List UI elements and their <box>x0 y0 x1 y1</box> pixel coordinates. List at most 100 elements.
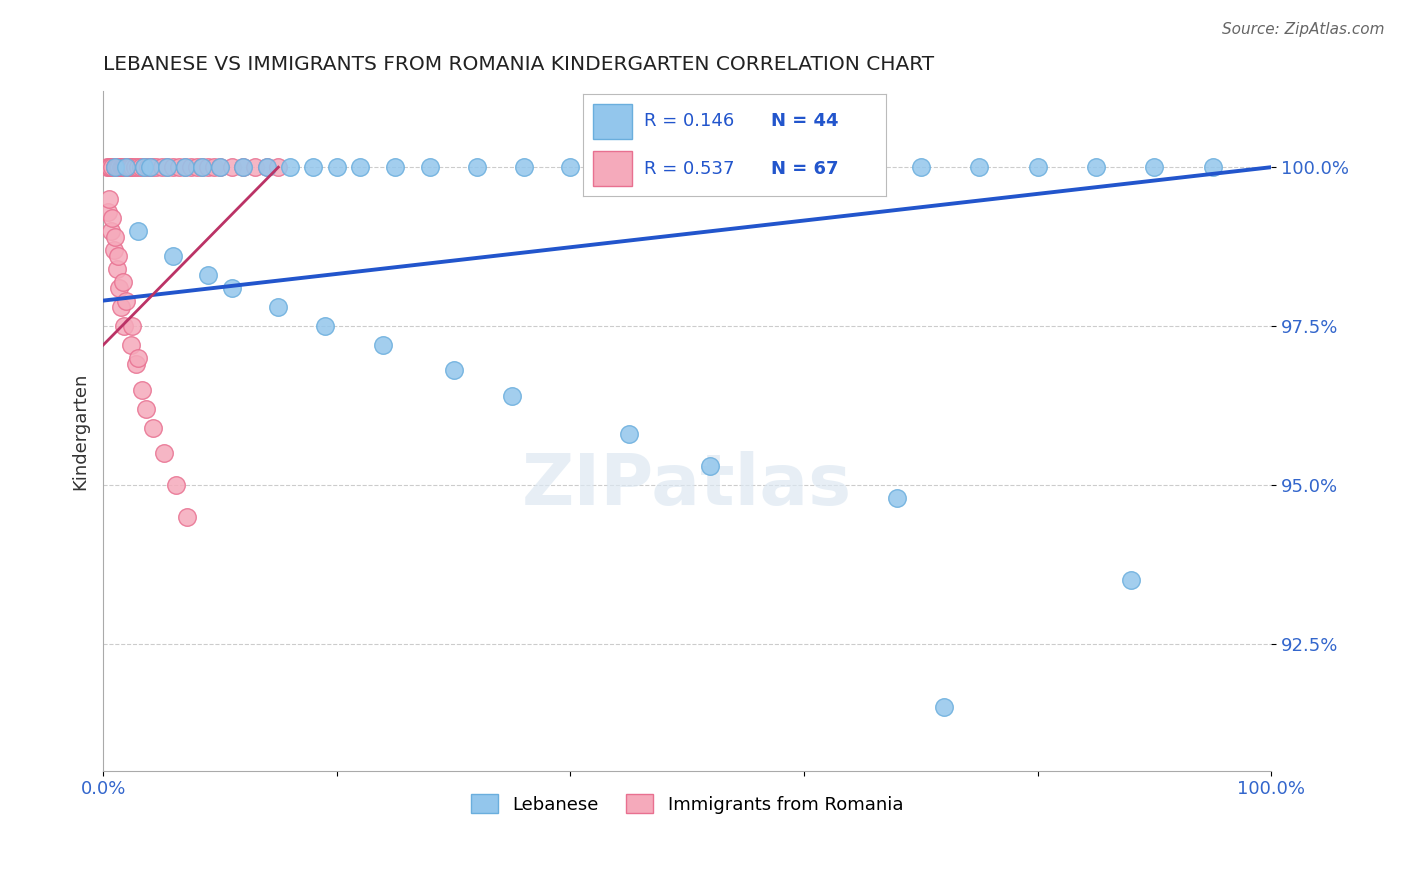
Point <box>141 160 163 174</box>
Point <box>243 160 266 174</box>
Point <box>156 160 179 174</box>
Point <box>197 268 219 283</box>
Point <box>202 160 225 174</box>
Point <box>256 160 278 174</box>
Point <box>100 224 122 238</box>
Point <box>118 160 141 174</box>
Bar <box>592 151 631 186</box>
Point <box>110 300 132 314</box>
Point <box>105 261 128 276</box>
Point <box>1143 160 1166 174</box>
Point <box>139 160 162 174</box>
Point <box>162 160 184 174</box>
Point <box>112 160 135 174</box>
Point <box>153 446 176 460</box>
Point <box>97 204 120 219</box>
Point <box>176 509 198 524</box>
Point <box>465 160 488 174</box>
Point <box>180 160 202 174</box>
Point <box>197 160 219 174</box>
Point <box>1202 160 1225 174</box>
Point <box>910 160 932 174</box>
Point <box>112 318 135 333</box>
Point <box>208 160 231 174</box>
Point <box>145 160 167 174</box>
Point <box>373 338 395 352</box>
Point <box>139 160 162 174</box>
Point <box>104 160 127 174</box>
Bar <box>592 104 631 139</box>
Point <box>108 160 131 174</box>
Point <box>117 160 139 174</box>
Point <box>121 318 143 333</box>
Point <box>108 281 131 295</box>
Point <box>104 160 127 174</box>
Point <box>501 389 523 403</box>
Point <box>135 401 157 416</box>
Point <box>221 160 243 174</box>
Text: Source: ZipAtlas.com: Source: ZipAtlas.com <box>1222 22 1385 37</box>
Point <box>101 160 124 174</box>
Point <box>302 160 325 174</box>
Point <box>208 160 231 174</box>
Point <box>107 160 129 174</box>
Point <box>125 357 148 371</box>
Point <box>111 275 134 289</box>
Point <box>162 249 184 263</box>
Point <box>267 160 290 174</box>
Point <box>131 383 153 397</box>
Point <box>793 160 815 174</box>
Legend: Lebanese, Immigrants from Romania: Lebanese, Immigrants from Romania <box>463 786 912 822</box>
Point <box>127 351 149 365</box>
Point <box>932 700 955 714</box>
Point <box>221 281 243 295</box>
Text: R = 0.146: R = 0.146 <box>644 112 734 130</box>
Point <box>104 160 127 174</box>
Point <box>617 427 640 442</box>
Point <box>115 293 138 308</box>
Point <box>443 363 465 377</box>
Point <box>173 160 195 174</box>
Point <box>104 160 127 174</box>
Point <box>314 318 336 333</box>
Point <box>419 160 441 174</box>
Point <box>886 491 908 505</box>
Point <box>132 160 155 174</box>
Point <box>114 160 136 174</box>
Point <box>734 160 756 174</box>
Point <box>173 160 195 174</box>
Point <box>191 160 214 174</box>
Point <box>167 160 190 174</box>
Point <box>111 160 134 174</box>
Point <box>103 243 125 257</box>
Point <box>606 160 628 174</box>
Text: N = 67: N = 67 <box>770 160 838 178</box>
Point <box>512 160 534 174</box>
Point <box>156 160 179 174</box>
Point <box>129 160 152 174</box>
Point <box>1119 573 1142 587</box>
Point <box>165 478 187 492</box>
Point <box>186 160 208 174</box>
Point <box>349 160 371 174</box>
Point <box>96 160 118 174</box>
Point <box>101 211 124 225</box>
Point <box>191 160 214 174</box>
Point <box>232 160 254 174</box>
Point <box>98 192 121 206</box>
Point <box>111 160 134 174</box>
Point <box>136 160 159 174</box>
Point <box>107 249 129 263</box>
Text: N = 44: N = 44 <box>770 112 838 130</box>
Point <box>104 230 127 244</box>
Point <box>676 160 699 174</box>
Point <box>98 160 121 174</box>
Point <box>967 160 990 174</box>
Point <box>142 420 165 434</box>
Y-axis label: Kindergarten: Kindergarten <box>72 372 89 490</box>
Point <box>120 338 142 352</box>
Point <box>118 160 141 174</box>
Point <box>278 160 301 174</box>
Point <box>232 160 254 174</box>
Point <box>325 160 347 174</box>
